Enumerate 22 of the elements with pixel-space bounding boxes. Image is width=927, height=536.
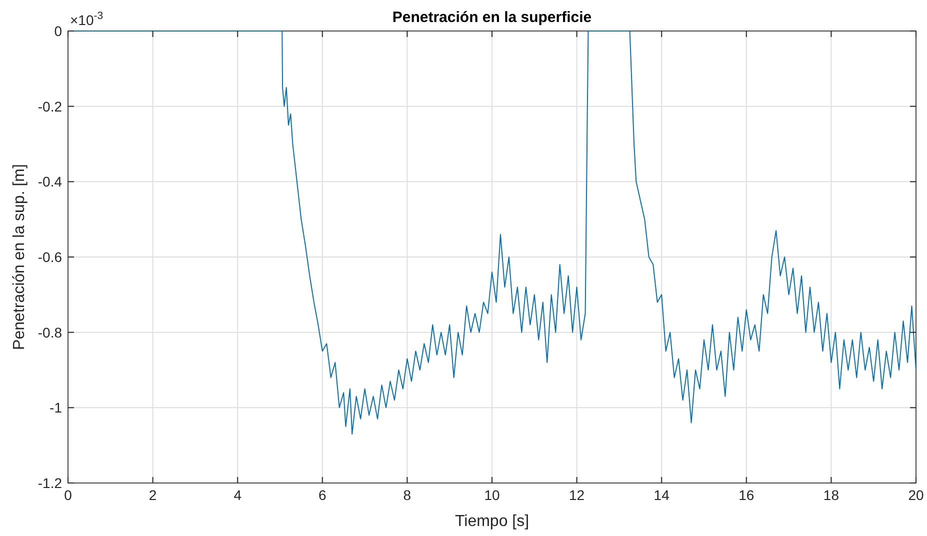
x-tick-label: 10 [484, 487, 500, 503]
chart-title: Penetración en la superficie [392, 9, 592, 26]
y-tick-label: -0.8 [38, 324, 62, 340]
y-tick-label: -0.4 [38, 174, 62, 190]
x-tick-label: 20 [908, 487, 924, 503]
x-tick-label: 6 [318, 487, 326, 503]
text: ×10$^{-3}$ [70, 10, 104, 28]
x-tick-label: 14 [654, 487, 670, 503]
y-axis-title: Penetración en la sup. [m] [11, 164, 28, 350]
y-tick-label: -0.2 [38, 98, 62, 114]
x-tick-label: 4 [234, 487, 242, 503]
y-tick-label: -1 [50, 400, 62, 416]
x-tick-label: 12 [569, 487, 585, 503]
y-tick-label: -0.6 [38, 249, 62, 265]
x-tick-label: 16 [738, 487, 754, 503]
x-tick-label: 0 [64, 487, 72, 503]
x-tick-label: 18 [823, 487, 840, 503]
y-tick-label: 0 [54, 23, 62, 39]
y-tick-label: -1.2 [38, 475, 62, 491]
x-axis-title: Tiempo [s] [454, 513, 530, 530]
x-tick-label: 8 [403, 487, 412, 503]
x-tick-label: 2 [148, 487, 157, 503]
